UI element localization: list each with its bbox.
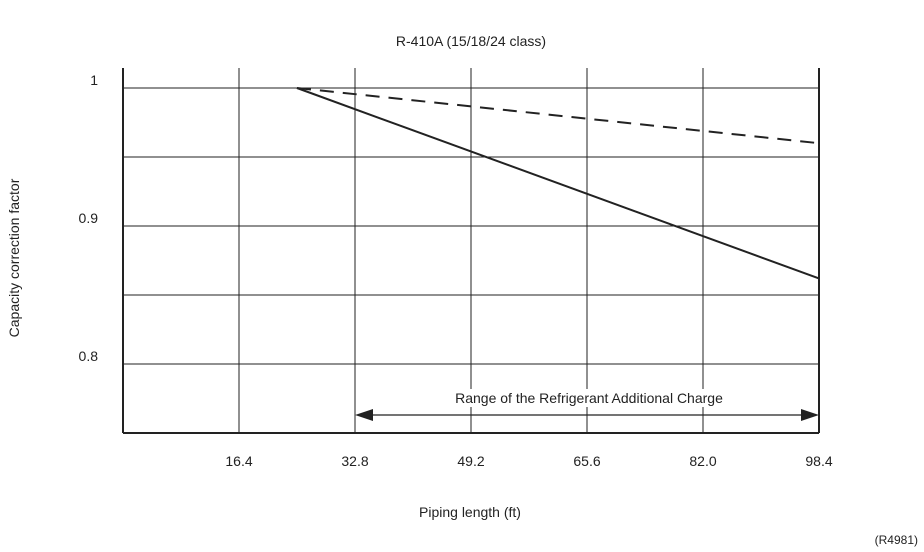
x-axis-label: Piping length (ft) <box>419 504 521 520</box>
grid <box>123 68 819 433</box>
range-arrow-left-head <box>355 409 373 421</box>
axes <box>122 68 820 434</box>
x-tick-label: 65.6 <box>573 453 600 469</box>
x-tick-label: 16.4 <box>225 453 252 469</box>
y-axis-label: Capacity correction factor <box>6 178 22 337</box>
range-label: Range of the Refrigerant Additional Char… <box>455 390 723 406</box>
y-tick-label: 0.9 <box>79 210 99 226</box>
y-tick-label: 1 <box>90 72 98 88</box>
x-tick-label: 82.0 <box>689 453 716 469</box>
chart-title: R-410A (15/18/24 class) <box>396 33 546 49</box>
range-arrow-right-head <box>801 409 819 421</box>
figure-code: (R4981) <box>875 533 918 547</box>
series <box>296 87 820 280</box>
range-label-background <box>409 389 769 407</box>
series-line-dashed <box>296 87 820 145</box>
x-tick-label: 32.8 <box>341 453 368 469</box>
tick-labels: 16.4 32.8 49.2 65.6 82.0 98.4 1 0.9 0.8 <box>79 72 833 469</box>
y-tick-label: 0.8 <box>79 348 99 364</box>
x-tick-label: 98.4 <box>805 453 832 469</box>
x-tick-label: 49.2 <box>457 453 484 469</box>
series-line-solid <box>296 87 820 280</box>
range-annotation: Range of the Refrigerant Additional Char… <box>355 389 819 421</box>
